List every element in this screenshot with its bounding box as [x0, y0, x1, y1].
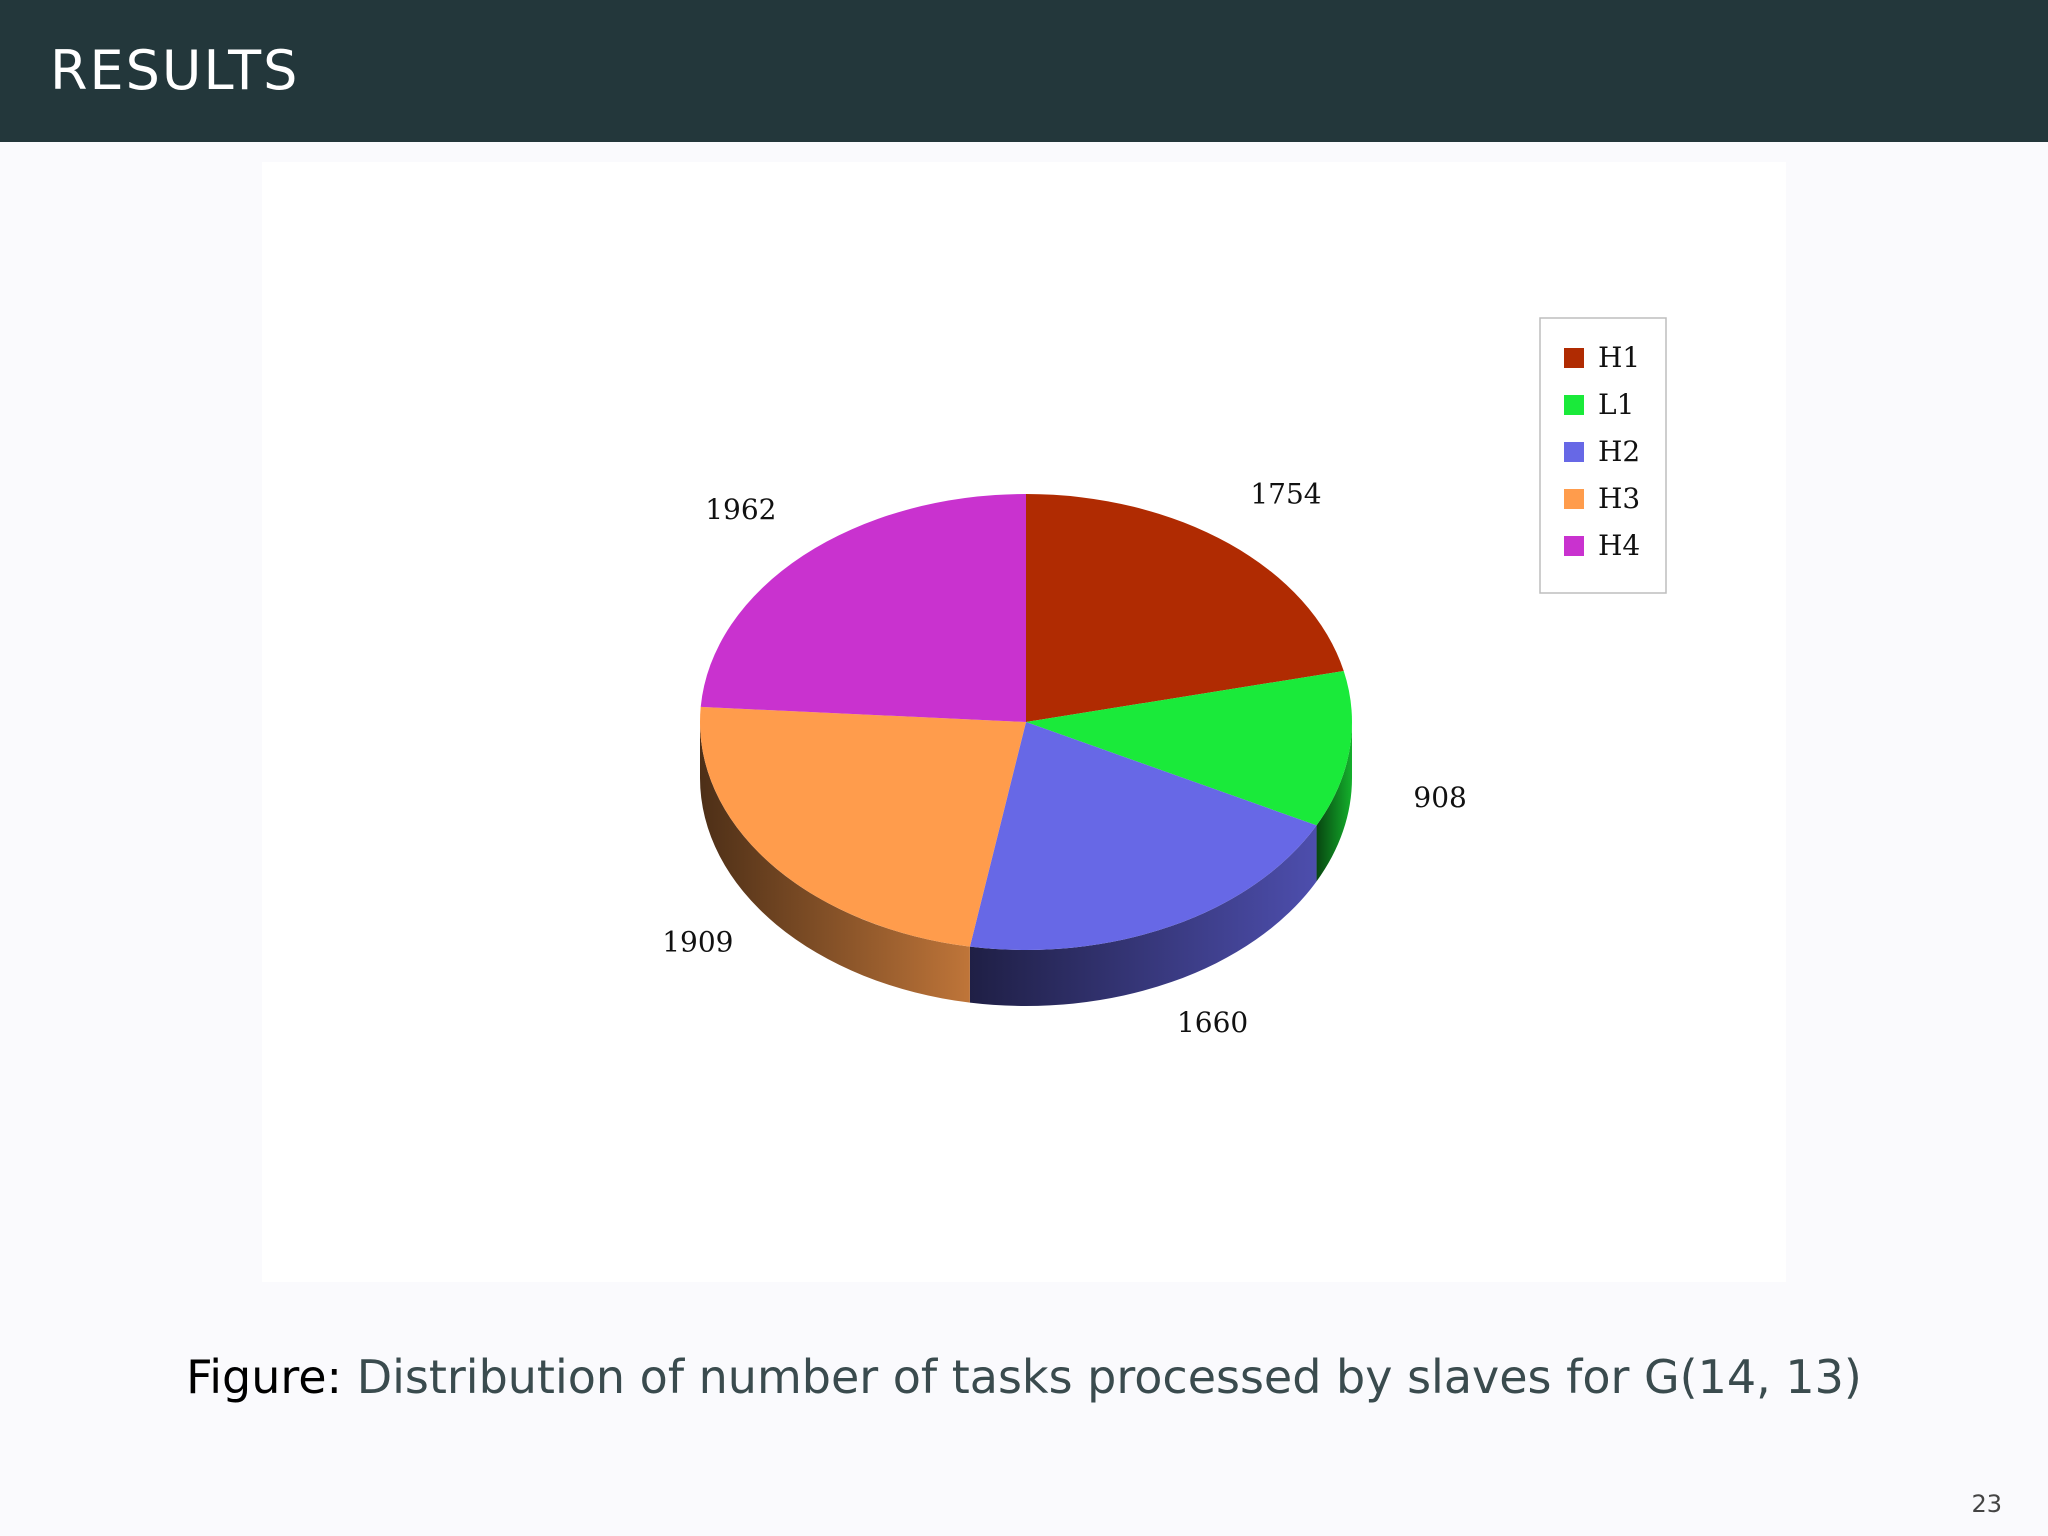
pie-slice-h3 [700, 706, 1026, 947]
pie-slice-h4 [700, 494, 1026, 722]
pie-label-h4: 1962 [705, 493, 776, 526]
legend-swatch-h2 [1564, 442, 1584, 462]
legend-label-h3: H3 [1598, 482, 1640, 515]
caption-text: Distribution of number of tasks processe… [356, 1350, 1862, 1404]
legend-swatch-l1 [1564, 395, 1584, 415]
pie-slices [700, 494, 1352, 950]
pie-slice-l1 [1026, 670, 1352, 826]
slide-header: RESULTS [0, 0, 2048, 142]
chart-legend: H1 L1 H2 H3 H4 [1539, 317, 1667, 594]
pie-label-l1: 908 [1413, 781, 1466, 814]
pie-chart: 1754 908 1660 1909 1962 H1 L1 H2 H3 H4 [662, 317, 1667, 1040]
pie-side-h3 [700, 722, 970, 1003]
pie-data-labels: 1754 908 1660 1909 1962 [662, 478, 1467, 1040]
legend-label-h1: H1 [1598, 341, 1640, 374]
slide-title: RESULTS [50, 39, 300, 102]
legend-swatch-h3 [1564, 489, 1584, 509]
legend-label-l1: L1 [1598, 388, 1634, 421]
legend-swatch-h4 [1564, 536, 1584, 556]
pie-label-h3: 1909 [662, 925, 733, 958]
figure-panel: 1754 908 1660 1909 1962 H1 L1 H2 H3 H4 [262, 162, 1786, 1282]
page-number: 23 [1971, 1490, 2002, 1518]
pie-slice-h1 [1026, 494, 1344, 722]
pie-slice-h2 [969, 722, 1317, 950]
pie-side-h2 [969, 825, 1317, 1006]
legend-label-h4: H4 [1598, 529, 1640, 562]
figure-caption: Figure: Distribution of number of tasks … [0, 1350, 2048, 1404]
pie-label-h2: 1660 [1177, 1006, 1248, 1039]
legend-swatch-h1 [1564, 348, 1584, 368]
legend-frame [1539, 317, 1667, 594]
pie-label-h1: 1754 [1250, 478, 1321, 511]
pie-side-l1 [1316, 722, 1352, 882]
pie-sides [700, 722, 1352, 1006]
caption-label: Figure: [186, 1350, 343, 1404]
legend-label-h2: H2 [1598, 435, 1640, 468]
